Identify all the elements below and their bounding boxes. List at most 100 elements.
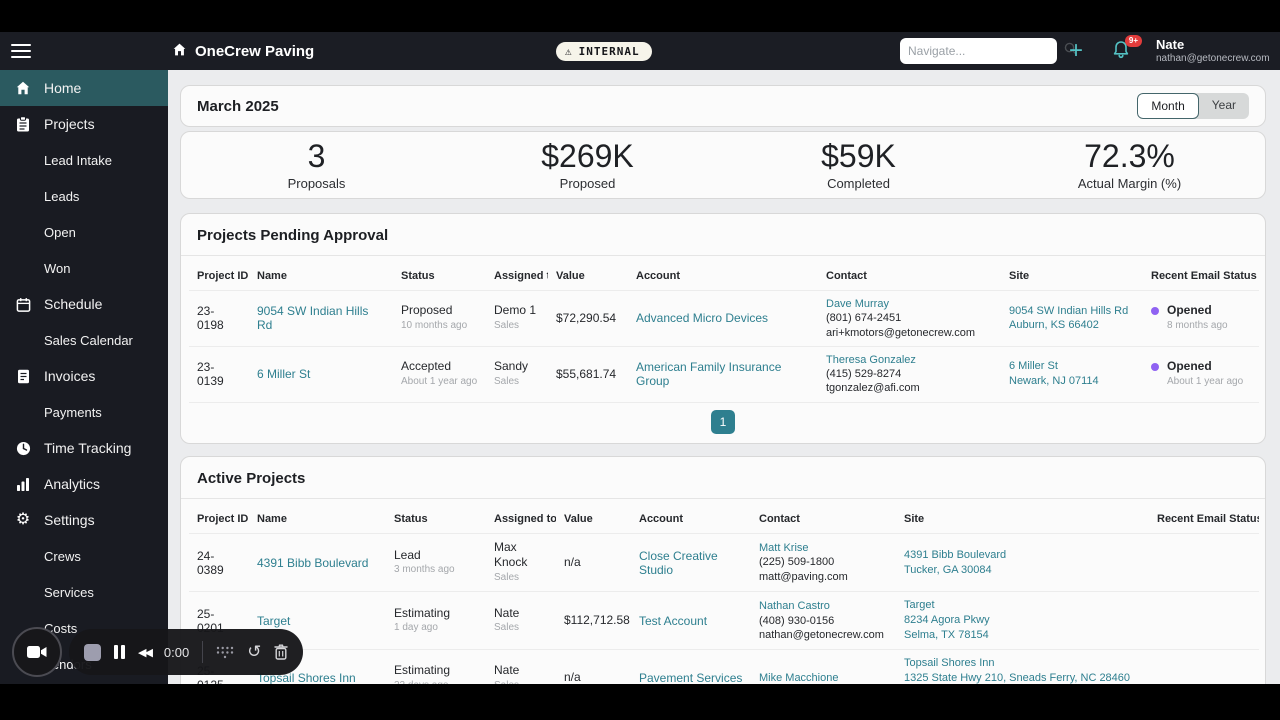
account-link[interactable]: Pavement Services (639, 671, 743, 684)
delete-button[interactable] (274, 644, 289, 660)
site-link[interactable]: 4391 Bibb Boulevard (904, 548, 1007, 561)
stat-label: Proposed (559, 175, 616, 191)
sidebar-item-services[interactable]: Services (0, 574, 168, 610)
pause-button[interactable] (114, 645, 125, 659)
sidebar-item-invoices[interactable]: Invoices (0, 358, 168, 394)
project-name-link[interactable]: 9054 SW Indian Hills Rd (257, 304, 369, 333)
status-text: Estimating (394, 605, 451, 620)
letterbox-top (0, 0, 1280, 32)
notifications-button[interactable]: 9+ (1110, 35, 1142, 65)
sidebar-item-time-tracking[interactable]: Time Tracking (0, 430, 168, 466)
assigned-name: Sandy (494, 359, 529, 374)
year-toggle-button[interactable]: Year (1211, 98, 1236, 112)
user-name: Nate (1156, 36, 1185, 52)
project-name-link[interactable]: 6 Miller St (257, 367, 311, 382)
project-name-link[interactable]: 4391 Bibb Boulevard (257, 555, 369, 570)
sidebar-item-settings[interactable]: ⚙ Settings (0, 502, 168, 538)
active-projects-card: Active Projects Project ID Name Status A… (180, 455, 1266, 684)
assigned-role: Sales (494, 571, 520, 583)
contact-name-link[interactable]: Mike Macchione (759, 672, 839, 684)
sidebar-item-schedule[interactable]: Schedule (0, 286, 168, 322)
project-id: 23-0139 (197, 360, 224, 389)
pending-approval-title: Projects Pending Approval (181, 214, 1265, 256)
sidebar-item-projects[interactable]: Projects (0, 106, 168, 142)
sidebar-item-leads[interactable]: Leads (0, 178, 168, 214)
contact-email: ari+kmotors@getonecrew.com (826, 326, 976, 339)
sidebar-item-won[interactable]: Won (0, 250, 168, 286)
contact-name-link[interactable]: Theresa Gonzalez (826, 353, 916, 366)
user-menu[interactable]: Nate nathan@getonecrew.com (1156, 37, 1270, 66)
calendar-icon (14, 297, 32, 312)
site-link[interactable]: 6 Miller St (1009, 360, 1058, 373)
stop-button[interactable] (84, 643, 101, 661)
sidebar-item-open[interactable]: Open (0, 214, 168, 250)
recorder-controls: ◀◀ 0:00 ↺ (69, 629, 304, 675)
search-input[interactable] (908, 44, 1063, 58)
table-header-row: Project ID Name Status Assigned to Value… (189, 256, 1259, 291)
contact-name-link[interactable]: Nathan Castro (759, 600, 830, 613)
status-subtext: 1 day ago (394, 622, 438, 634)
main-content: March 2025 Month Year 3 Proposals $269K … (168, 70, 1280, 684)
app-title[interactable]: OneCrew Paving (172, 42, 314, 61)
camera-button[interactable] (12, 627, 62, 677)
value-text: n/a (564, 670, 581, 684)
sidebar: Home Projects Lead Intake Leads Open Won… (0, 70, 168, 684)
sidebar-label: Services (44, 584, 94, 600)
account-link[interactable]: Close Creative Studio (639, 548, 718, 577)
stat-label: Proposals (287, 175, 346, 191)
contact-name-link[interactable]: Matt Krise (759, 542, 809, 555)
col-project-id: Project ID (197, 512, 249, 525)
menu-icon[interactable] (11, 44, 31, 58)
warning-icon: ⚠ (565, 44, 573, 58)
page-1-button[interactable]: 1 (711, 409, 735, 434)
internal-badge-text: INTERNAL (578, 44, 640, 58)
sidebar-item-sales-calendar[interactable]: Sales Calendar (0, 322, 168, 358)
col-assigned-to: Assigned to (494, 270, 548, 282)
active-projects-table: Project ID Name Status Assigned to Value… (189, 499, 1259, 684)
add-button[interactable]: + (1069, 37, 1084, 64)
project-id: 24-0389 (197, 548, 224, 577)
site-link[interactable]: Target (904, 599, 935, 612)
table-row: 25-0201 Target Estimating 1 day ago Nate S… (189, 591, 1259, 650)
sidebar-item-crews[interactable]: Crews (0, 538, 168, 574)
grid-button[interactable] (216, 646, 234, 659)
month-toggle-button[interactable]: Month (1137, 93, 1199, 119)
project-name-link[interactable]: Target (257, 613, 291, 628)
site-link[interactable]: 1325 State Hwy 210, Sneads Ferry, NC 284… (904, 671, 1131, 684)
pagination: 1 (181, 403, 1265, 443)
value-text: n/a (564, 554, 581, 569)
account-link[interactable]: Advanced Micro Devices (636, 311, 769, 326)
document-icon (14, 369, 32, 384)
site-link[interactable]: 9054 SW Indian Hills Rd (1009, 304, 1129, 317)
rewind-button[interactable]: ◀◀ (138, 645, 153, 659)
sidebar-item-lead-intake[interactable]: Lead Intake (0, 142, 168, 178)
value-text: $55,681.74 (556, 366, 617, 381)
site-link[interactable]: Tucker, GA 30084 (904, 563, 992, 576)
account-link[interactable]: American Family Insurance Group (636, 360, 782, 389)
contact-name-link[interactable]: Dave Murray (826, 298, 889, 310)
status-subtext: 3 months ago (394, 564, 455, 576)
account-link[interactable]: Test Account (639, 613, 708, 628)
site-link[interactable]: 8234 Agora Pkwy (904, 614, 990, 627)
status-dot-icon (1151, 363, 1159, 372)
sidebar-label: Projects (44, 116, 95, 132)
site-link[interactable]: Auburn, KS 66402 (1009, 319, 1099, 332)
col-assigned-to: Assigned to (494, 512, 556, 525)
sidebar-item-analytics[interactable]: Analytics (0, 466, 168, 502)
value-text: $112,712.58 (564, 612, 630, 627)
sidebar-item-payments[interactable]: Payments (0, 394, 168, 430)
sidebar-label: Payments (44, 404, 102, 420)
restart-button[interactable]: ↺ (247, 641, 262, 662)
sidebar-item-home[interactable]: Home (0, 70, 168, 106)
site-link[interactable]: Selma, TX 78154 (904, 629, 989, 642)
navigate-search[interactable] (900, 38, 1077, 64)
site-link[interactable]: Topsail Shores Inn (904, 657, 995, 669)
col-name: Name (257, 512, 287, 525)
table-row: 24-0389 4391 Bibb Boulevard Lead 3 months… (189, 533, 1259, 592)
stat-value: $59K (821, 138, 896, 175)
sidebar-label: Settings (44, 512, 95, 528)
site-link[interactable]: Newark, NJ 07114 (1009, 375, 1099, 388)
stat-proposed: $269K Proposed (452, 139, 723, 191)
internal-badge: ⚠ INTERNAL (556, 41, 652, 61)
